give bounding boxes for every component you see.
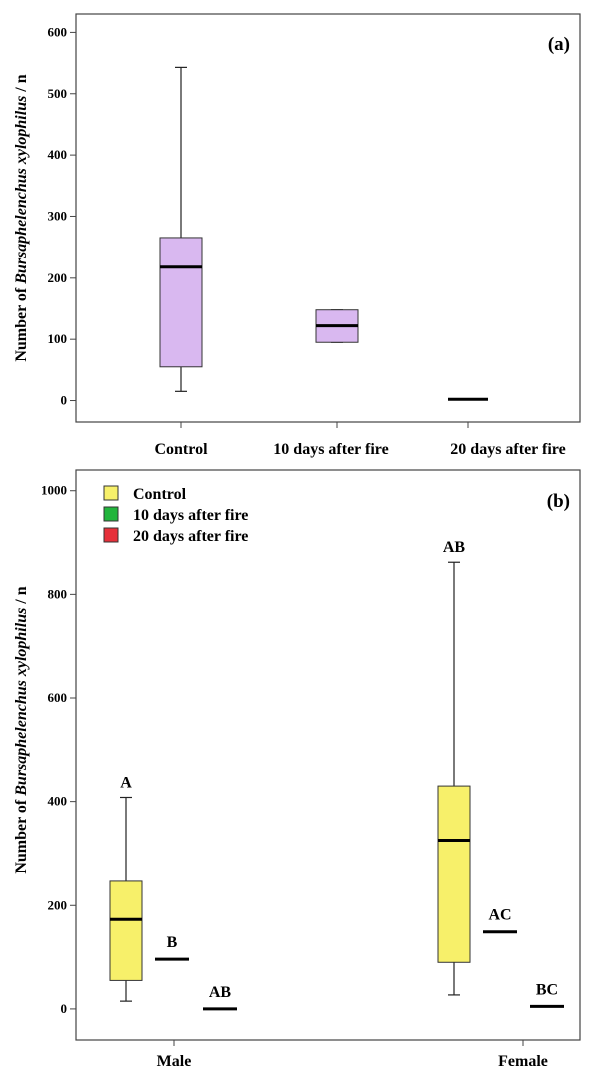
y-axis-label-prefix: Number of <box>13 796 30 874</box>
box-b-3-iqr <box>437 785 471 963</box>
plot-frame <box>75 13 581 423</box>
y-tick-label: 100 <box>48 331 68 346</box>
significance-label: AB <box>443 539 466 556</box>
y-tick-label: 0 <box>61 393 68 408</box>
panel-label: (b) <box>547 491 570 512</box>
y-axis-label: Number of Bursaphelenchus xylophilus / n <box>13 74 30 361</box>
y-tick-label: 0 <box>61 1001 68 1016</box>
legend: Control 10 days after fire 20 days after f… <box>103 485 248 545</box>
panel-a: 0 100 200 300 400 500 600 Control 10 days after … <box>13 13 581 458</box>
significance-label: AC <box>488 907 511 924</box>
y-tick-label: 400 <box>48 794 68 809</box>
x-category-label: Control <box>154 441 208 458</box>
significance-label: BC <box>536 981 558 998</box>
x-category-label: 10 days after fire <box>273 441 388 458</box>
significance-label: B <box>167 934 178 951</box>
y-axis-label-species: Bursaphelenchus xylophilus <box>13 608 30 797</box>
legend-swatch <box>103 506 119 522</box>
y-axis-label-unit: / n <box>13 586 30 607</box>
legend-label: 10 days after fire <box>133 507 248 524</box>
legend-swatch <box>103 485 119 501</box>
y-tick-label: 300 <box>48 208 68 223</box>
plot-frame <box>75 469 581 1041</box>
y-axis-label: Number of Bursaphelenchus xylophilus / n <box>13 586 30 873</box>
panel-label: (a) <box>548 34 570 55</box>
box-b-0-iqr <box>109 880 143 981</box>
y-tick-label: 200 <box>48 270 68 285</box>
box-a-0-iqr <box>159 237 203 368</box>
legend-label: Control <box>133 486 187 503</box>
y-tick-label: 1000 <box>41 483 67 498</box>
y-tick-label: 500 <box>48 86 68 101</box>
y-tick-label: 600 <box>48 690 68 705</box>
y-tick-label: 600 <box>48 24 68 39</box>
x-category-label: 20 days after fire <box>450 441 565 458</box>
significance-label: A <box>120 774 132 791</box>
significance-label: AB <box>209 984 232 1001</box>
y-axis-label-unit: / n <box>13 74 30 95</box>
y-axis-label-species: Bursaphelenchus xylophilus <box>13 96 30 285</box>
y-tick-label: 800 <box>48 586 68 601</box>
x-category-label: Male <box>157 1053 192 1070</box>
y-tick-label: 400 <box>48 147 68 162</box>
legend-swatch <box>103 527 119 543</box>
legend-label: 20 days after fire <box>133 528 248 545</box>
y-tick-label: 200 <box>48 897 68 912</box>
x-category-label: Female <box>498 1053 548 1070</box>
y-axis-label-prefix: Number of <box>13 284 30 362</box>
